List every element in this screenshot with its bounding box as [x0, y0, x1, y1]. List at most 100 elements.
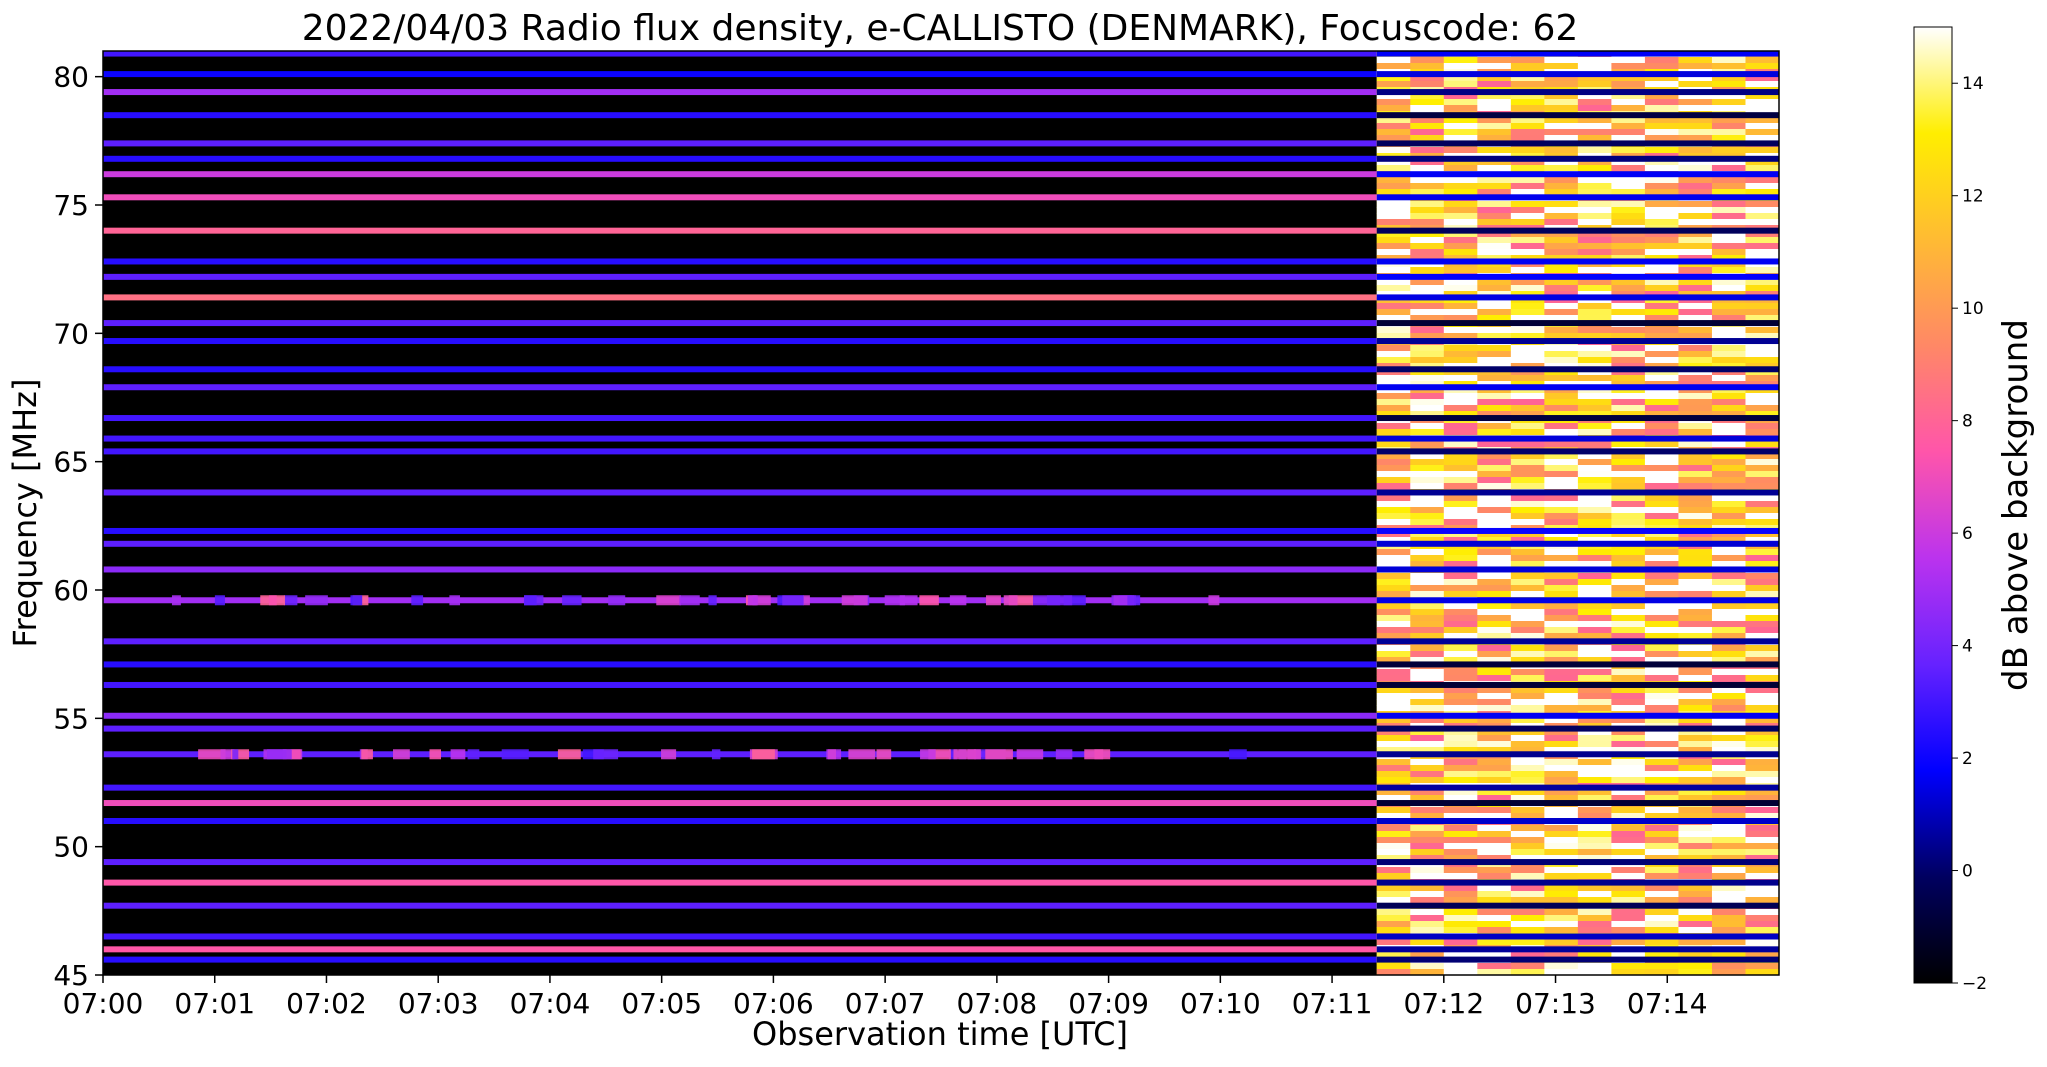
post-change-cell: [1510, 249, 1545, 256]
post-change-cell: [1376, 939, 1411, 946]
post-change-cell: [1644, 387, 1679, 394]
y-tick-label: 55: [53, 702, 89, 735]
post-change-cell: [1510, 909, 1545, 916]
post-change-cell: [1477, 453, 1512, 460]
post-change-cell: [1745, 591, 1779, 598]
post-change-cell: [1711, 405, 1746, 412]
post-change-cell: [1477, 873, 1512, 880]
post-change-cell: [1443, 327, 1478, 334]
post-change-cell: [1745, 207, 1779, 214]
post-change-cell: [1644, 483, 1679, 490]
post-change-cell: [1544, 531, 1579, 538]
post-change-cell: [1443, 483, 1478, 490]
post-change-cell: [1376, 57, 1411, 64]
post-change-cell: [1644, 135, 1679, 142]
post-change-cell: [1443, 735, 1478, 742]
post-change-cell: [1711, 231, 1746, 238]
post-change-cell: [1477, 333, 1512, 340]
post-change-cell: [1745, 333, 1779, 340]
post-change-cell: [1410, 159, 1445, 166]
band-after-10: [1376, 273, 1779, 280]
burst-patch: [268, 595, 277, 606]
burst-patch: [1063, 595, 1086, 606]
post-change-cell: [1477, 867, 1512, 874]
post-change-cell: [1644, 213, 1679, 220]
band-before-25: [103, 661, 1377, 668]
post-change-cell: [1711, 633, 1746, 640]
post-change-cell: [1477, 627, 1512, 634]
post-change-cell: [1678, 129, 1713, 136]
band-before-34: [103, 879, 1377, 886]
post-change-cell: [1443, 549, 1478, 556]
post-change-cell: [1644, 939, 1679, 946]
post-change-cell: [1644, 849, 1679, 856]
post-change-cell: [1678, 363, 1713, 370]
band-before-28: [103, 725, 1377, 732]
post-change-cell: [1745, 549, 1779, 556]
post-change-cell: [1477, 501, 1512, 508]
post-change-cell: [1745, 105, 1779, 112]
post-change-cell: [1544, 867, 1579, 874]
post-change-cell: [1443, 657, 1478, 664]
post-change-cell: [1644, 291, 1679, 298]
post-change-cell: [1611, 393, 1646, 400]
band-before-33: [103, 859, 1377, 866]
post-change-cell: [1477, 603, 1512, 610]
post-change-cell: [1477, 939, 1512, 946]
burst-patch: [429, 749, 441, 760]
post-change-cell: [1376, 405, 1411, 412]
post-change-cell: [1443, 183, 1478, 190]
y-tick-label: 80: [53, 61, 89, 94]
post-change-cell: [1745, 117, 1779, 124]
post-change-cell: [1544, 627, 1579, 634]
post-change-cell: [1376, 453, 1411, 460]
post-change-cell: [1644, 891, 1679, 898]
post-change-cell: [1611, 405, 1646, 412]
post-change-cell: [1477, 441, 1512, 448]
post-change-cell: [1510, 57, 1545, 64]
post-change-cell: [1544, 207, 1579, 214]
post-change-cell: [1711, 93, 1746, 100]
post-change-cell: [1678, 393, 1713, 400]
post-change-cell: [1510, 453, 1545, 460]
post-change-cell: [1443, 75, 1478, 82]
post-change-cell: [1577, 843, 1612, 850]
post-change-cell: [1410, 807, 1445, 814]
post-change-cell: [1544, 375, 1579, 382]
post-change-cell: [1443, 363, 1478, 370]
post-change-cell: [1410, 231, 1445, 238]
post-change-cell: [1376, 729, 1411, 736]
post-change-cell: [1477, 363, 1512, 370]
post-change-cell: [1678, 843, 1713, 850]
post-change-cell: [1745, 453, 1779, 460]
post-change-cell: [1376, 843, 1411, 850]
post-change-cell: [1678, 345, 1713, 352]
post-change-cell: [1711, 867, 1746, 874]
post-change-cell: [1477, 735, 1512, 742]
post-change-cell: [1678, 609, 1713, 616]
post-change-cell: [1544, 705, 1579, 712]
post-change-cell: [1745, 909, 1779, 916]
band-after-24: [1376, 638, 1779, 645]
post-change-cell: [1644, 183, 1679, 190]
post-change-cell: [1510, 669, 1545, 676]
post-change-cell: [1678, 585, 1713, 592]
post-change-cell: [1678, 717, 1713, 724]
post-change-cell: [1443, 219, 1478, 226]
post-change-cell: [1611, 429, 1646, 436]
x-tick-label: 07:05: [621, 987, 702, 1020]
post-change-cell: [1544, 75, 1579, 82]
post-change-cell: [1745, 393, 1779, 400]
post-change-cell: [1477, 243, 1512, 250]
post-change-cell: [1711, 885, 1746, 892]
post-change-cell: [1510, 309, 1545, 316]
post-change-cell: [1510, 675, 1545, 682]
post-change-cell: [1510, 939, 1545, 946]
post-change-cell: [1678, 837, 1713, 844]
post-change-cell: [1611, 165, 1646, 172]
post-change-cell: [1510, 855, 1545, 862]
post-change-cell: [1644, 657, 1679, 664]
post-change-cell: [1376, 669, 1411, 676]
band-before-11: [103, 294, 1377, 301]
post-change-cell: [1544, 825, 1579, 832]
